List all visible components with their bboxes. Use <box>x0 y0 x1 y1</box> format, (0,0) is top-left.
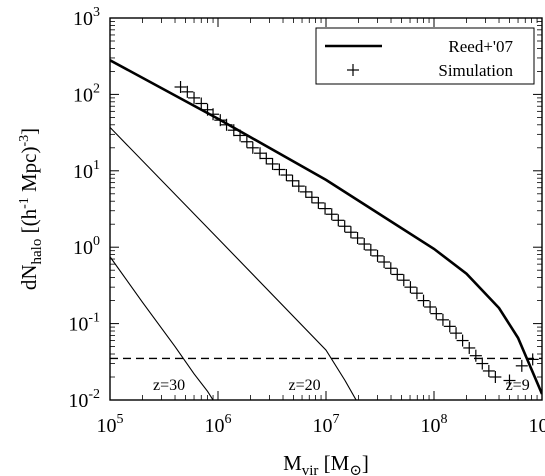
x-tick-label: 109 <box>529 412 545 437</box>
x-axis-title: Mvir [M⊙] <box>283 451 369 476</box>
simulation-point <box>450 327 462 339</box>
legend-label-simulation: Simulation <box>438 61 513 80</box>
simulation-point <box>463 342 475 354</box>
simulation-point <box>175 81 187 93</box>
simulation-point <box>345 226 357 238</box>
simulation-point <box>339 220 351 232</box>
simulation-point <box>267 158 279 170</box>
redshift-curve <box>110 127 356 400</box>
simulation-point <box>418 295 430 307</box>
simulation-point <box>352 232 364 244</box>
simulation-point <box>444 320 456 332</box>
x-tick-label: 107 <box>313 412 340 437</box>
y-axis-title: dNhalo [(h-1 Mpc)-3] <box>17 128 45 290</box>
simulation-point <box>260 152 272 164</box>
y-tick-label: 10-1 <box>68 311 100 336</box>
simulation-point <box>312 197 324 209</box>
redshift-label: z=30 <box>153 377 185 394</box>
simulation-point <box>378 256 390 268</box>
simulation-point <box>385 262 397 274</box>
simulation-point <box>254 147 266 159</box>
y-tick-label: 101 <box>73 158 100 183</box>
simulation-point <box>319 203 331 215</box>
simulation-point <box>234 129 246 141</box>
redshift-label: z=9 <box>506 377 530 394</box>
simulation-point <box>457 335 469 347</box>
simulation-point <box>489 371 501 383</box>
legend-label-reed: Reed+'07 <box>448 37 513 56</box>
simulation-point <box>516 360 528 372</box>
annotation-layer: z=30 z=20 z=9 <box>153 377 530 394</box>
simulation-point <box>358 238 370 250</box>
y-tick-label: 10-2 <box>68 387 100 412</box>
simulation-point <box>300 186 312 198</box>
simulation-point <box>411 287 423 299</box>
simulation-point <box>293 180 305 192</box>
simulation-point <box>326 208 338 220</box>
simulation-point <box>365 244 377 256</box>
reed07-line <box>110 60 542 394</box>
simulation-point <box>424 301 436 313</box>
simulation-point <box>391 268 403 280</box>
simulation-point <box>404 281 416 293</box>
redshift-label: z=20 <box>289 377 321 394</box>
simulation-point <box>247 142 259 154</box>
y-tick-label: 100 <box>73 234 100 259</box>
simulation-point <box>437 314 449 326</box>
simulation-point <box>372 250 384 262</box>
simulation-point <box>398 274 410 286</box>
series-layer <box>110 60 542 400</box>
x-tick-label: 106 <box>205 412 232 437</box>
simulation-point <box>181 86 193 98</box>
simulation-point <box>273 163 285 175</box>
simulation-point <box>430 308 442 320</box>
simulation-point <box>470 350 482 362</box>
simulation-point <box>483 365 495 377</box>
simulation-point <box>332 214 344 226</box>
simulation-point <box>287 175 299 187</box>
x-tick-label: 105 <box>97 412 124 437</box>
y-tick-label: 103 <box>73 5 100 30</box>
x-tick-label: 108 <box>421 412 448 437</box>
simulation-point <box>306 191 318 203</box>
simulation-point <box>476 358 488 370</box>
y-tick-label: 102 <box>73 81 100 106</box>
legend: Reed+'07 Simulation <box>316 28 534 84</box>
simulation-point <box>280 169 292 181</box>
